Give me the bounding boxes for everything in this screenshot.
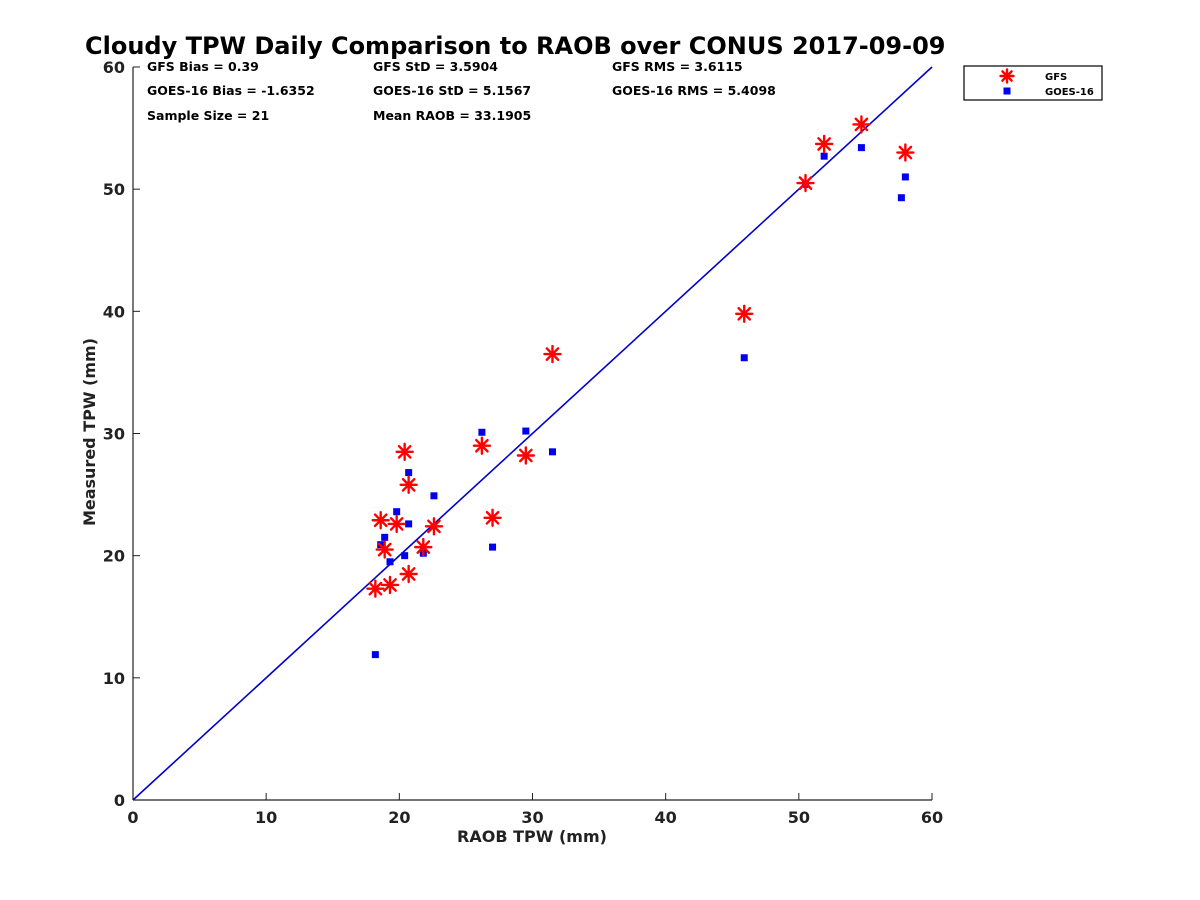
goes16-point [489, 543, 497, 551]
stat-text: GOES-16 StD = 5.1567 [373, 83, 531, 98]
x-tick-label: 20 [388, 808, 410, 827]
gfs-point [424, 517, 444, 536]
stat-text: GFS RMS = 3.6115 [612, 59, 743, 74]
x-axis-label: RAOB TPW (mm) [457, 827, 607, 846]
gfs-point [896, 143, 915, 162]
goes16-point [820, 152, 828, 160]
gfs-point [414, 537, 433, 557]
legend-marker-gfs [999, 68, 1015, 84]
gfs-point [516, 446, 536, 465]
series-goes-16 [371, 144, 909, 659]
legend-label: GOES-16 [1045, 87, 1094, 98]
gfs-point [387, 514, 406, 534]
series-gfs [366, 115, 915, 598]
gfs-point [796, 173, 815, 193]
y-tick-label: 0 [114, 791, 125, 810]
legend-box [963, 65, 1103, 101]
goes16-point [405, 520, 413, 528]
goes16-point [405, 469, 413, 477]
y-tick-label: 60 [103, 58, 125, 77]
x-tick-label: 10 [255, 808, 277, 827]
goes16-point [478, 428, 486, 436]
gfs-point [375, 540, 394, 559]
gfs-point [472, 436, 492, 455]
y-tick-label: 30 [103, 425, 125, 444]
gfs-point [395, 442, 414, 462]
goes16-point [857, 144, 865, 152]
stat-text: Sample Size = 21 [147, 108, 269, 123]
goes16-point [897, 194, 905, 202]
stat-text: GFS StD = 3.5904 [373, 59, 498, 74]
legend-marker-goes16 [1003, 87, 1011, 95]
goes16-point [901, 173, 909, 181]
goes16-point [393, 508, 401, 516]
x-tick-label: 50 [788, 808, 810, 827]
stat-text: GOES-16 Bias = -1.6352 [147, 83, 315, 98]
stats-block: GFS Bias = 0.39 GFS StD = 3.5904 GFS RMS =… [147, 59, 776, 123]
stat-text: GOES-16 RMS = 5.4098 [612, 83, 776, 98]
legend-item-goes-16: GOES-16 [1003, 87, 1094, 98]
x-tick-label: 0 [127, 808, 138, 827]
x-tick-label: 30 [521, 808, 543, 827]
y-axis-label: Measured TPW (mm) [80, 338, 99, 526]
goes16-point [386, 558, 394, 566]
goes16-point [371, 651, 379, 659]
gfs-point [852, 115, 871, 134]
stat-text: Mean RAOB = 33.1905 [373, 108, 531, 123]
x-tick-label: 40 [655, 808, 677, 827]
y-tick-label: 50 [103, 180, 125, 199]
goes16-point [430, 492, 438, 500]
gfs-point [814, 134, 834, 154]
y-tick-label: 20 [103, 547, 125, 566]
legend-label: GFS [1045, 72, 1067, 83]
gfs-point [483, 508, 502, 527]
goes16-point [548, 448, 556, 456]
gfs-point [399, 475, 418, 495]
y-tick-label: 10 [103, 669, 125, 688]
legend-item-gfs: GFS [999, 68, 1067, 84]
plot-area: 0 10 20 30 40 50 60 0 10 20 30 40 50 60 [103, 58, 943, 827]
gfs-point [543, 344, 562, 364]
y-tick-label: 40 [103, 302, 125, 321]
goes16-point [401, 552, 409, 560]
legend: GFS GOES-16 [963, 65, 1103, 101]
x-tick-label: 60 [921, 808, 943, 827]
chart-title: Cloudy TPW Daily Comparison to RAOB over… [85, 32, 945, 60]
stat-text: GFS Bias = 0.39 [147, 59, 259, 74]
goes16-point [522, 427, 530, 435]
goes16-point [381, 533, 389, 541]
gfs-point [380, 575, 400, 595]
gfs-point [399, 564, 418, 584]
gfs-point [366, 579, 385, 598]
gfs-point [735, 304, 754, 323]
gfs-point [371, 511, 390, 530]
goes16-point [740, 354, 748, 362]
